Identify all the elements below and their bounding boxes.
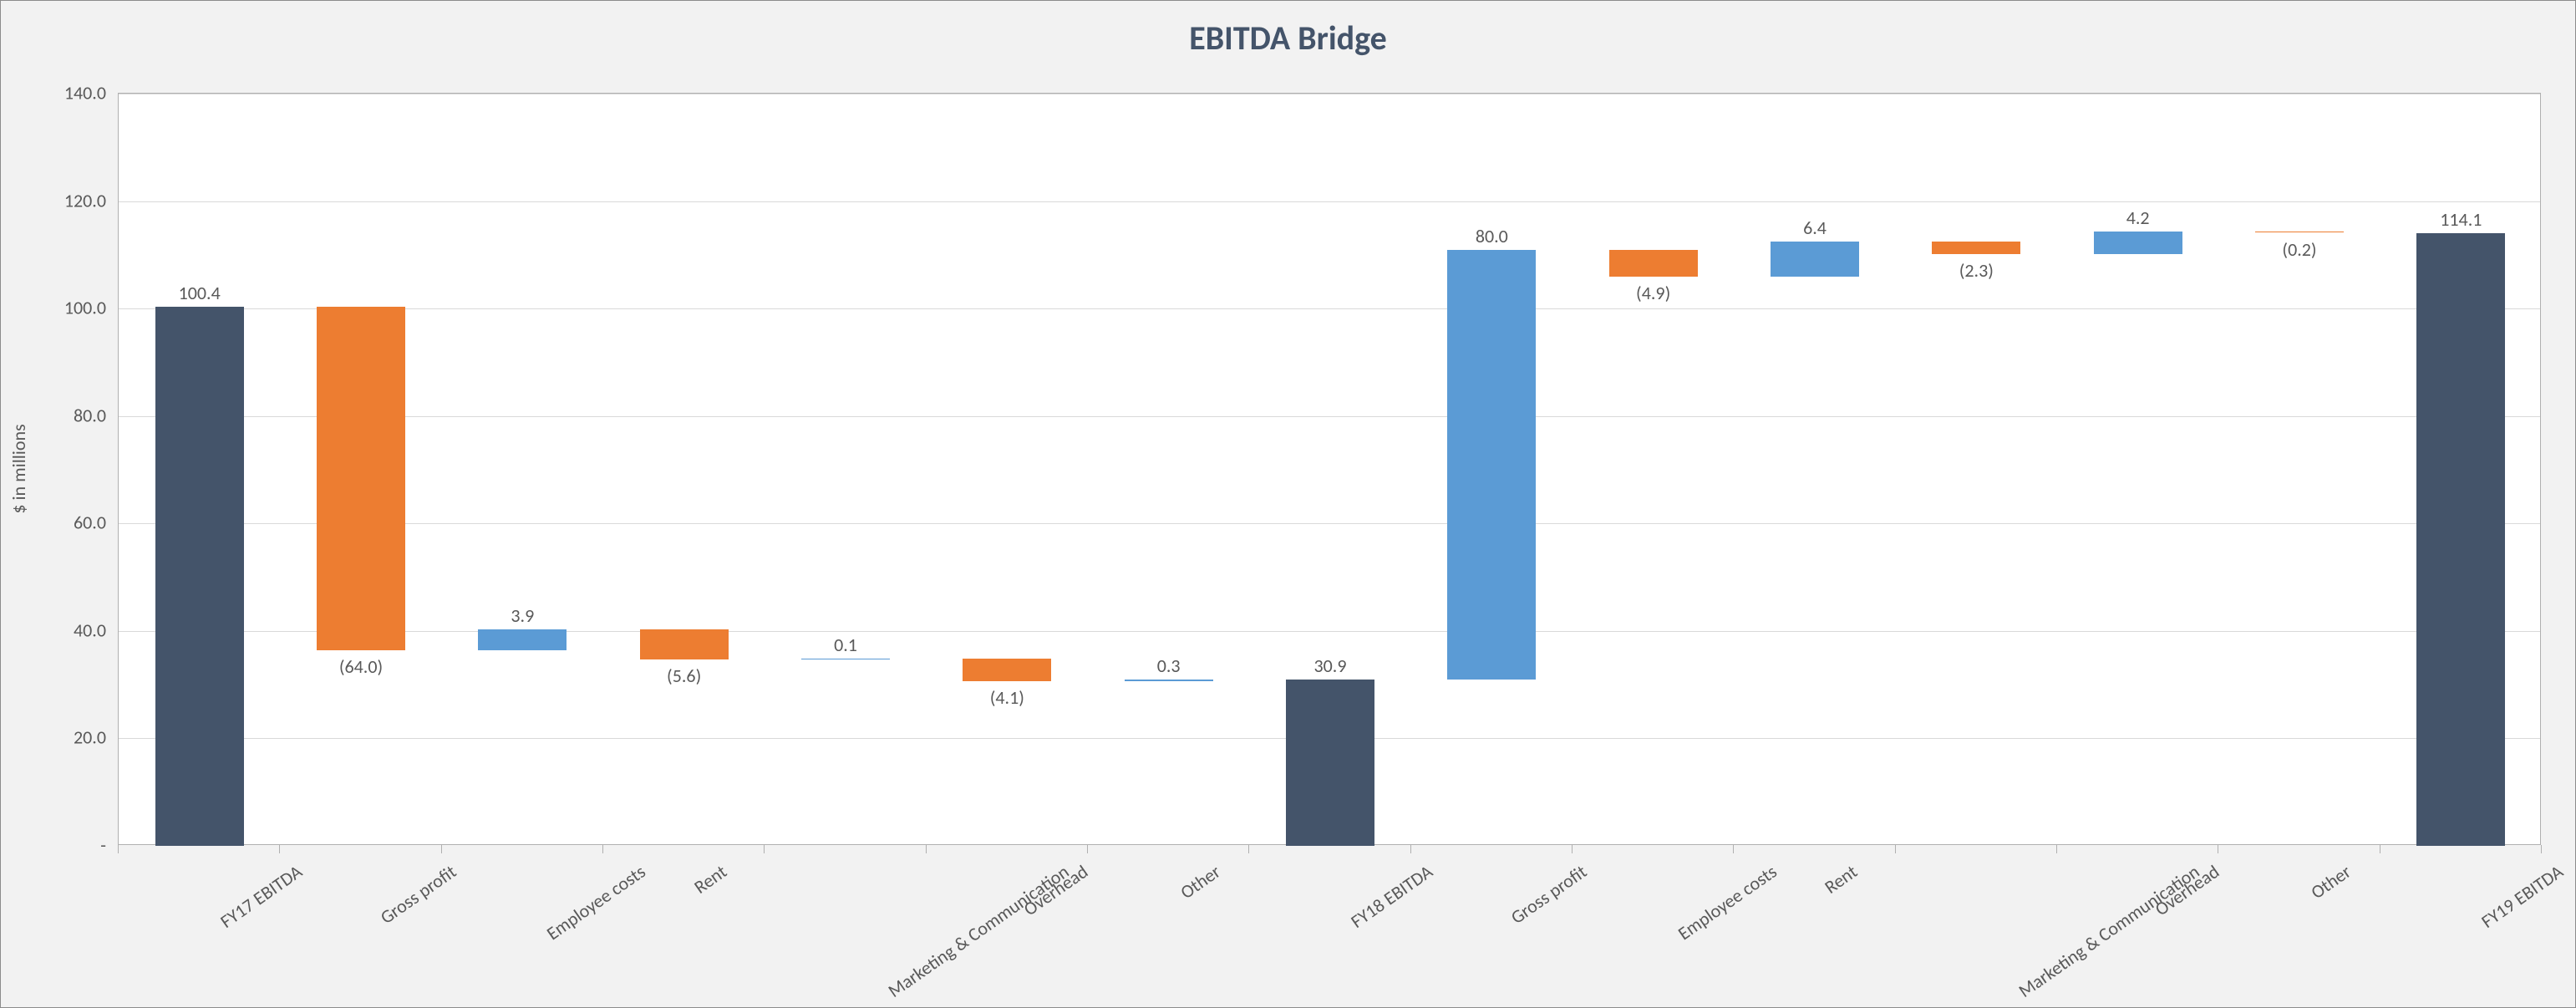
bar-decrease [317,307,405,650]
bar-total [155,307,244,846]
x-tick-label: FY19 EBITDA [2477,860,2568,933]
x-tick-label: Gross profit [376,860,460,929]
x-tick-label: Marketing & Communication [2015,860,2204,1002]
data-label: (4.9) [1636,282,1670,304]
x-tick-mark [926,845,927,853]
bar-increase [1125,680,1213,681]
x-tick-label: FY17 EBITDA [216,860,306,933]
y-tick-label: 140.0 [64,82,106,104]
chart-title: EBITDA Bridge [1,18,2575,59]
y-axis-label: $ in millions [8,424,30,513]
data-label: 100.4 [179,282,221,304]
x-tick-mark [279,845,280,853]
bar-increase [1447,250,1536,680]
x-tick-mark [1895,845,1896,853]
bar-decrease [1932,242,2020,254]
data-label: 0.1 [834,634,857,656]
y-tick-label: 40.0 [74,619,106,641]
data-label: 0.3 [1157,654,1181,677]
data-label: (4.1) [990,686,1024,709]
data-label: (5.6) [667,664,701,687]
y-tick-label: 100.0 [64,297,106,319]
x-tick-mark [118,845,119,853]
data-label: (64.0) [339,655,383,678]
x-tick-label: Employee costs [1674,860,1781,944]
y-tick-label: 80.0 [74,404,106,426]
x-tick-mark [2541,845,2542,853]
y-tick-label: 60.0 [74,512,106,534]
gridline [119,308,2540,309]
waterfall-chart: EBITDA Bridge 100.4 (64.0) 3.9 (5.6) 0.1 (4.1)… [0,0,2576,1008]
x-tick-label: Other [1176,860,1224,904]
x-tick-label: Gross profit [1506,860,1591,929]
bar-increase [1771,242,1859,276]
bar-decrease [1609,250,1698,277]
bar-decrease [640,629,729,659]
data-label: 30.9 [1313,654,1346,677]
x-tick-label: Marketing & Communication [884,860,1074,1002]
data-label: 4.2 [2126,206,2150,229]
data-label: 6.4 [1803,216,1827,239]
y-tick-label: 20.0 [74,726,106,749]
x-tick-label: FY18 EBITDA [1346,860,1436,933]
bar-total [2416,233,2505,847]
x-tick-mark [764,845,765,853]
x-tick-label: Employee costs [542,860,650,944]
x-tick-label: Other [2306,860,2355,904]
x-tick-mark [1087,845,1088,853]
x-tick-label: Rent [1820,860,1861,899]
data-label: (2.3) [1959,259,1994,282]
x-tick-mark [1572,845,1573,853]
bar-decrease [963,659,1051,680]
x-tick-label: Rent [689,860,730,899]
bar-total [1286,680,1374,846]
bar-increase [478,629,567,650]
bar-increase [2094,232,2182,254]
gridline [119,416,2540,417]
y-tick-label: 120.0 [64,189,106,211]
y-tick-label: - [100,834,106,857]
x-tick-mark [441,845,442,853]
data-label: (0.2) [2282,238,2316,261]
x-tick-mark [1733,845,1734,853]
x-tick-mark [1410,845,1411,853]
data-label: 3.9 [511,604,534,627]
x-tick-mark [602,845,603,853]
data-label: 80.0 [1476,225,1508,247]
gridline [119,201,2540,202]
data-label: 114.1 [2440,208,2482,231]
x-tick-mark [1248,845,1249,853]
x-tick-mark [2056,845,2057,853]
gridline [119,523,2540,524]
plot-area: 100.4 (64.0) 3.9 (5.6) 0.1 (4.1) 0.3 30.9 80.0 (4… [118,93,2541,845]
